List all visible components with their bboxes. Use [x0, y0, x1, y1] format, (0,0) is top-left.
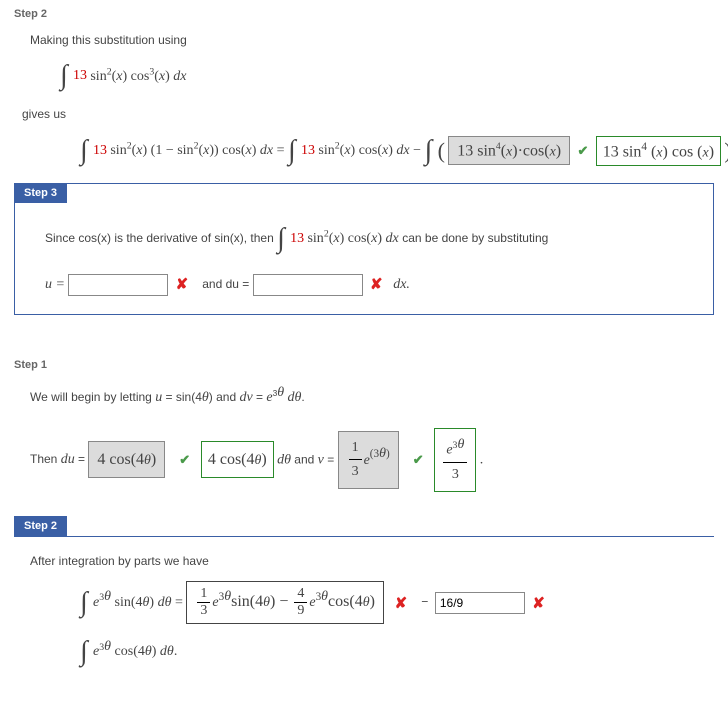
du-input[interactable]	[253, 274, 363, 296]
step1-v-answer[interactable]: 13e(3θ)	[338, 431, 399, 490]
step2b-label: Step 2	[14, 516, 67, 536]
check-icon: ✔	[573, 143, 592, 159]
step2a-lhs-row: ∫ 13 sin2(x) cos3(x) dx	[0, 54, 728, 98]
step2b-main-answer[interactable]: 13e3θsin(4θ) − 49e3θcos(4θ)	[186, 581, 384, 624]
integral-icon1: ∫	[60, 60, 68, 92]
check-icon2: ✔	[175, 449, 194, 471]
step3-line2: u = ✘ and du = ✘ dx.	[15, 266, 713, 302]
step2b-row2: ∫ e3θ cos(4θ) dθ.	[0, 630, 728, 674]
step3-label: Step 3	[14, 183, 67, 203]
x-icon: ✘	[172, 272, 193, 298]
step1-du-correct: 4 cos(4θ)	[201, 441, 274, 478]
step3-panel: Step 3 Since cos(x) is the derivative of…	[14, 183, 714, 315]
check-icon3: ✔	[409, 449, 428, 471]
step2a-label: Step 2	[0, 0, 728, 24]
step2a-answer2: 13 sin4 (x) cos (x)	[596, 136, 721, 166]
integral-icon4: ∫	[425, 135, 433, 167]
integral-icon5: ∫	[277, 215, 285, 263]
integral-icon2: ∫	[80, 135, 88, 167]
step1-intro: We will begin by letting u = sin(4θ) and…	[0, 375, 728, 414]
x-icon2: ✘	[366, 272, 387, 298]
step2a-intro: Making this substitution using	[0, 24, 728, 54]
step2a-mid: gives us	[0, 98, 728, 128]
x-icon4: ✘	[528, 594, 549, 612]
step2b-intro: After integration by parts we have	[0, 545, 728, 575]
step2a-full-row: ∫ 13 sin2(x) (1 − sin2(x)) cos(x) dx = ∫…	[0, 129, 728, 173]
integral-icon6: ∫	[80, 587, 88, 619]
step1-row: Then du = 4 cos(4θ) ✔ 4 cos(4θ) dθ and v…	[0, 414, 728, 496]
step1-v-correct: e3θ3	[434, 428, 476, 492]
step2b-row1: ∫ e3θ sin(4θ) dθ = 13e3θsin(4θ) − 49e3θc…	[0, 575, 728, 630]
step2b-input[interactable]	[435, 592, 525, 614]
step2a-answer1[interactable]: 13 sin4(x)·cos(x)	[448, 136, 570, 165]
integral-icon7: ∫	[80, 636, 88, 668]
integral-icon3: ∫	[288, 135, 296, 167]
u-input[interactable]	[68, 274, 168, 296]
x-icon3: ✘	[391, 594, 412, 612]
step3-line1: Since cos(x) is the derivative of sin(x)…	[15, 203, 713, 267]
step1-du-answer[interactable]: 4 cos(4θ)	[88, 441, 165, 478]
step2a-lhs-text: sin2(x) cos3(x) dx	[90, 69, 186, 84]
step1-label: Step 1	[0, 351, 728, 375]
step2a-coef: 13	[73, 69, 87, 84]
